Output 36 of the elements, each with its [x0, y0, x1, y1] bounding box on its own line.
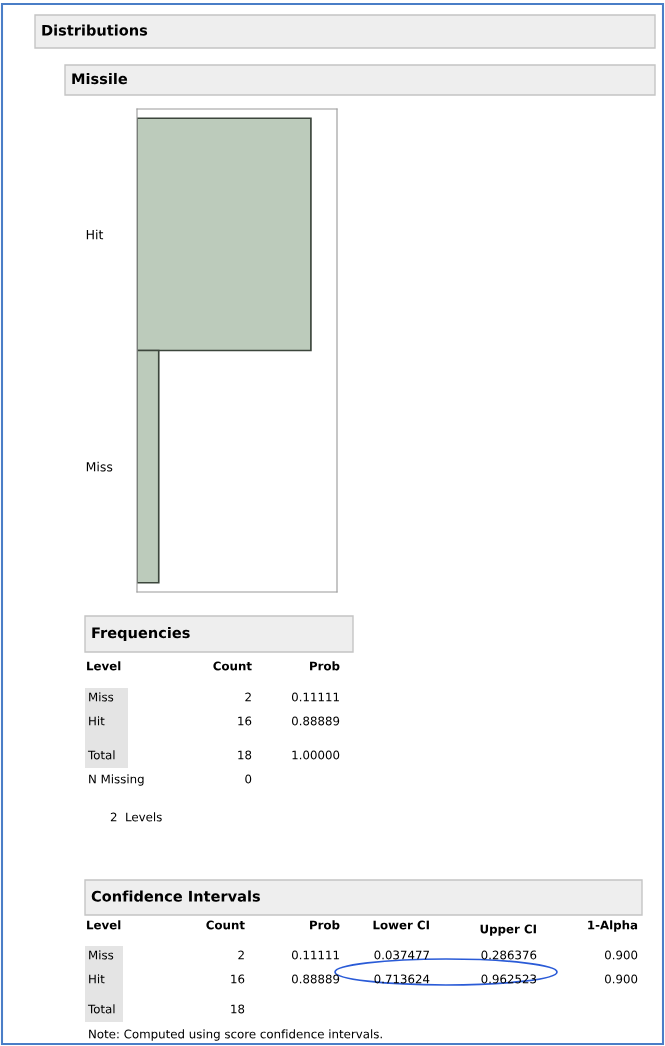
- text: 0.88889: [291, 716, 340, 726]
- text: 1.00000: [292, 750, 340, 760]
- category-label: Total: [87, 750, 115, 760]
- category-label: 1-Alpha: [588, 920, 638, 932]
- text: 0.88889: [291, 974, 340, 984]
- text: 2: [238, 950, 244, 960]
- text: 0.962523: [481, 974, 537, 984]
- category-label: Lower CI: [373, 920, 429, 930]
- text: 0.11111: [291, 950, 339, 960]
- text: 0.900: [604, 950, 638, 960]
- text: 0.713624: [374, 974, 430, 984]
- text: 16: [238, 716, 252, 726]
- text: Level: [87, 661, 121, 671]
- chart-title: Distributions: [42, 24, 148, 36]
- text: Confidence Intervals: [91, 890, 260, 902]
- text: Level: [87, 920, 121, 930]
- text: 0.037477: [374, 950, 429, 960]
- text: 0.900: [604, 974, 638, 984]
- category-label: Prob: [310, 920, 340, 930]
- category-label: Total: [87, 1004, 115, 1014]
- text: 0.11111: [291, 692, 339, 702]
- text: Note: Computed using score confidence intervals.: [89, 1029, 382, 1041]
- text: 18: [238, 750, 252, 760]
- text: 0: [245, 774, 252, 784]
- chart-subtitle: Missile: [72, 72, 128, 85]
- category-label: Count: [206, 920, 245, 930]
- text: 18: [231, 1004, 245, 1014]
- category-label: Upper CI: [480, 924, 536, 936]
- text: 16: [231, 974, 245, 984]
- text: 0.286376: [481, 950, 537, 960]
- category-label: Count: [213, 661, 252, 671]
- text: 2: [245, 692, 251, 702]
- text: Frequencies: [92, 626, 190, 642]
- text: N Missing: [89, 774, 144, 786]
- text: 2 Levels: [110, 812, 162, 822]
- category-label: Prob: [310, 661, 340, 671]
